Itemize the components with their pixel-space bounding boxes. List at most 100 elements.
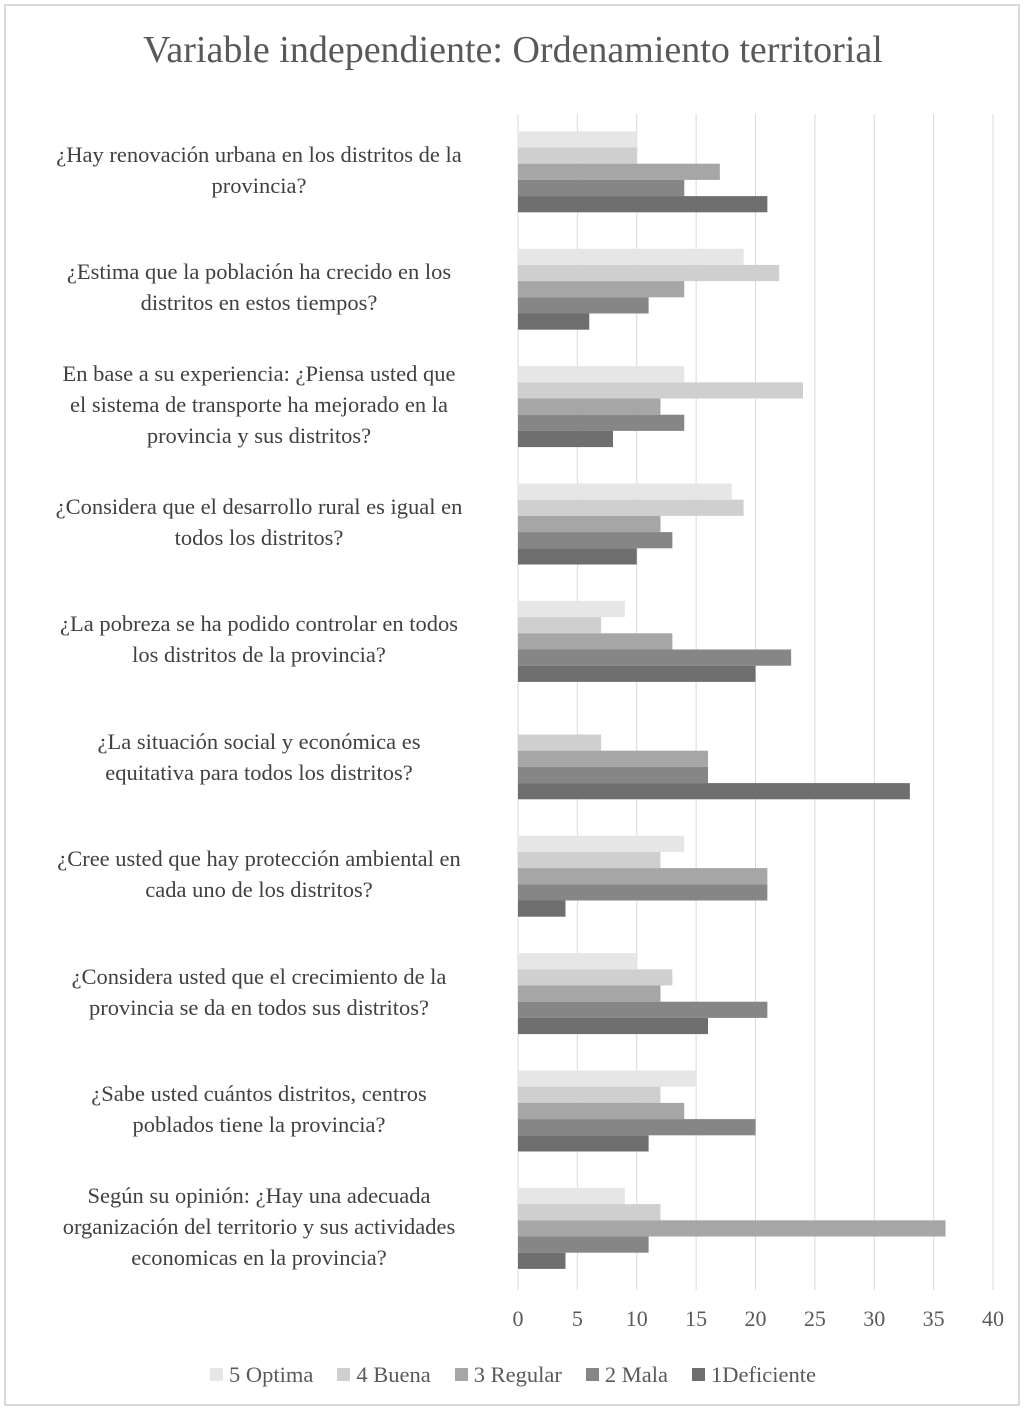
chart-legend: 5 Optima 4 Buena 3 Regular 2 Mala 1Deficient… xyxy=(0,1362,1026,1388)
x-tick-label: 15 xyxy=(685,1306,707,1331)
bar xyxy=(518,281,685,298)
bar xyxy=(518,600,625,618)
bar xyxy=(518,297,649,314)
category-label: ¿Hay renovación urbana en los distritos … xyxy=(20,139,498,201)
category-label-line: ¿Hay renovación urbana en los distritos … xyxy=(56,141,462,167)
bar xyxy=(518,884,768,901)
category-label-line: cada uno de los distritos? xyxy=(145,877,373,903)
x-tick-label: 5 xyxy=(572,1306,583,1331)
bar xyxy=(518,248,744,265)
category-label: ¿Considera que el desarrollo rural es ig… xyxy=(20,491,498,553)
bar xyxy=(518,783,910,800)
bar xyxy=(518,1119,756,1136)
bar xyxy=(518,179,685,197)
legend-label: 1Deficiente xyxy=(711,1362,816,1387)
bar xyxy=(518,1070,697,1087)
legend-swatch xyxy=(337,1368,351,1381)
bar xyxy=(518,1252,566,1269)
bar xyxy=(518,1187,625,1205)
category-label-line: organización del territorio y sus activi… xyxy=(62,1213,456,1239)
category-label: En base a su experiencia: ¿Piensa usted … xyxy=(20,358,498,451)
bar xyxy=(518,868,768,885)
x-tick-label: 10 xyxy=(626,1306,648,1331)
legend-item: 5 Optima xyxy=(210,1362,313,1388)
category-label: ¿Estima que la población ha crecido en l… xyxy=(20,256,498,318)
bar xyxy=(518,430,613,448)
bar xyxy=(518,953,637,970)
bar xyxy=(518,548,637,565)
category-label-line: distritos en estos tiempos? xyxy=(140,290,378,316)
category-label-line: ¿La situación social y económica es xyxy=(97,728,421,754)
category-label-line: ¿Considera que el desarrollo rural es ig… xyxy=(55,494,463,519)
x-tick-label: 0 xyxy=(513,1306,524,1331)
category-label-line: ¿Considera usted que el crecimiento de l… xyxy=(71,963,447,989)
bar xyxy=(518,398,661,415)
legend-item: 1Deficiente xyxy=(692,1362,816,1388)
category-label-line: ¿Cree usted que hay protección ambiental… xyxy=(57,846,461,872)
bar xyxy=(518,147,637,164)
category-label: ¿La pobreza se ha podido controlar en to… xyxy=(20,608,498,670)
bar xyxy=(518,163,720,180)
bar xyxy=(518,1086,661,1103)
bar xyxy=(518,382,803,399)
x-tick-label: 35 xyxy=(923,1306,945,1331)
legend-label: 2 Mala xyxy=(604,1362,668,1387)
category-label-line: ¿Estima que la población ha crecido en l… xyxy=(66,259,452,285)
category-label-line: provincia se da en todos sus distritos? xyxy=(89,994,429,1020)
bar xyxy=(518,313,590,330)
bar xyxy=(518,1204,661,1221)
bar xyxy=(518,1135,649,1152)
bar xyxy=(518,196,768,213)
legend-item: 4 Buena xyxy=(337,1362,431,1388)
bar xyxy=(518,665,756,682)
bar xyxy=(518,1236,649,1253)
category-label-line: todos los distritos? xyxy=(174,525,344,550)
category-label: ¿Cree usted que hay protección ambiental… xyxy=(20,843,498,905)
legend-swatch xyxy=(692,1368,705,1381)
x-tick-label: 25 xyxy=(804,1306,826,1331)
chart-frame xyxy=(4,4,1020,1406)
bar xyxy=(518,515,661,533)
category-label-line: ¿Sabe usted cuántos distritos, centros xyxy=(91,1081,427,1106)
bar xyxy=(518,1001,768,1018)
bar xyxy=(518,483,732,500)
bar xyxy=(518,835,685,852)
category-label: Según su opinión: ¿Hay una adecuada organ… xyxy=(20,1180,498,1273)
bar xyxy=(518,851,661,869)
bar xyxy=(518,499,744,516)
bar xyxy=(518,617,602,634)
category-label-line: economicas en la provincia? xyxy=(131,1244,387,1270)
bar xyxy=(518,649,792,666)
category-label: ¿Considera usted que el crecimiento de l… xyxy=(20,961,498,1023)
bar xyxy=(518,734,602,751)
category-label-line: provincia? xyxy=(211,172,307,198)
bar xyxy=(518,750,708,767)
x-tick-label: 20 xyxy=(745,1306,767,1331)
category-label-line: el sistema de transporte ha mejorado en … xyxy=(70,392,448,418)
legend-swatch xyxy=(210,1368,224,1381)
legend-label: 5 Optima xyxy=(229,1362,314,1387)
legend-swatch xyxy=(585,1368,599,1381)
bar xyxy=(518,264,780,282)
category-label-line: los distritos de la provincia? xyxy=(132,642,386,668)
category-label-line: En base a su experiencia: ¿Piensa usted … xyxy=(62,361,456,387)
category-label-line: ¿La pobreza se ha podido controlar en to… xyxy=(60,611,458,637)
bar xyxy=(518,414,685,431)
bar xyxy=(518,900,566,917)
bar xyxy=(518,532,673,549)
bar xyxy=(518,1102,685,1120)
category-label-line: provincia y sus distritos? xyxy=(146,423,372,449)
bar xyxy=(518,1017,708,1035)
bar xyxy=(518,131,637,148)
bar xyxy=(518,766,708,784)
chart-title: Variable independiente: Ordenamiento ter… xyxy=(143,29,883,71)
bar xyxy=(518,985,661,1002)
bar xyxy=(518,1220,946,1237)
bar xyxy=(518,969,673,986)
bar xyxy=(518,366,685,383)
legend-swatch xyxy=(454,1368,468,1381)
category-label: ¿La situación social y económica es equit… xyxy=(20,726,498,788)
legend-item: 3 Regular xyxy=(454,1362,562,1388)
category-label: ¿Sabe usted cuántos distritos, centros po… xyxy=(20,1078,498,1140)
